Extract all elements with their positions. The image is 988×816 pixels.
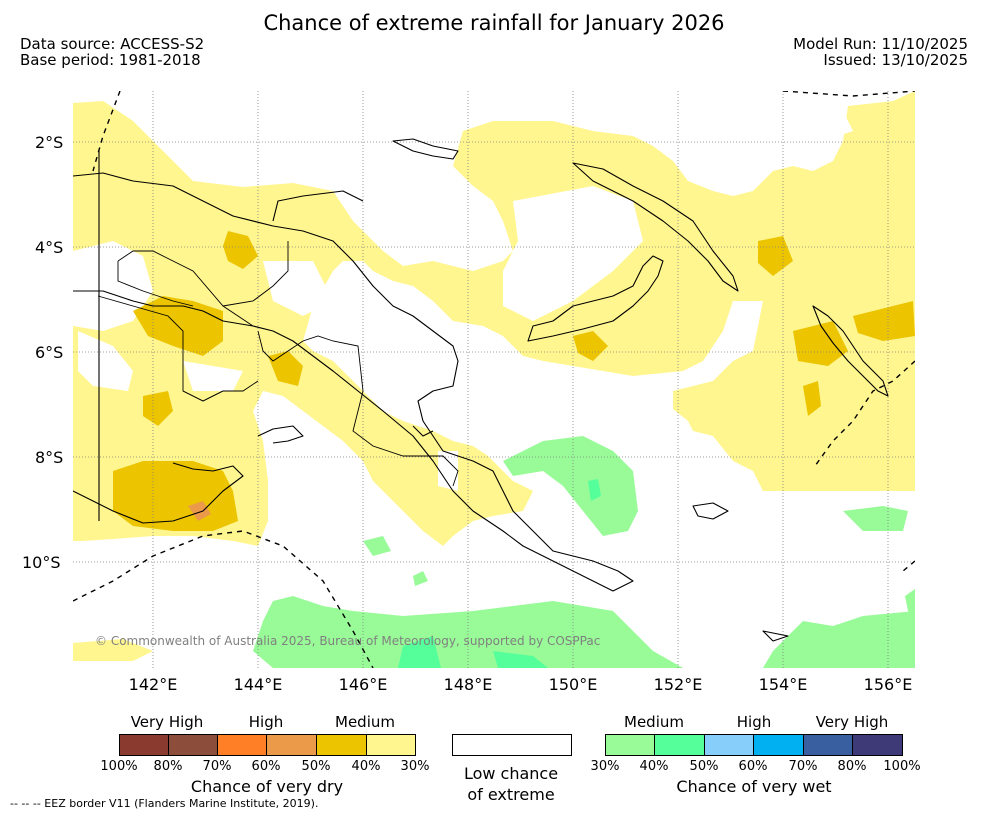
dry-caption: Chance of very dry: [190, 777, 344, 796]
dry-tick-50: 50%: [301, 759, 331, 774]
dry-swatch-100-80: [119, 734, 169, 756]
wet-swatch-30-40: [605, 734, 655, 756]
dry-level-very-high: Very High: [130, 713, 204, 731]
dry-tick-30: 30%: [400, 759, 430, 774]
data-source: Data source: ACCESS-S2: [20, 35, 205, 53]
wet-swatch-60-70: [753, 734, 804, 756]
lat-label-6s: 6°S: [35, 343, 64, 362]
wet-medium-high-areas: [398, 479, 601, 668]
dry-level-high: High: [248, 713, 284, 731]
wet-tick-80: 80%: [837, 759, 867, 774]
wet-swatch-50-60: [704, 734, 754, 756]
lon-label-150e: 150°E: [548, 675, 598, 694]
wet-tick-40: 40%: [639, 759, 669, 774]
lon-label-152e: 152°E: [653, 675, 703, 694]
dry-medium-low-areas: [73, 91, 915, 661]
dry-tick-70: 70%: [202, 759, 232, 774]
lat-label-8s: 8°S: [35, 448, 64, 467]
wet-swatch-80-100: [852, 734, 903, 756]
coastlines: [73, 138, 889, 642]
province-borders: [97, 241, 459, 487]
low-chance-swatch: [452, 734, 572, 756]
dry-tick-40: 40%: [351, 759, 381, 774]
eez-border-note: -- -- -- EEZ border V11 (Flanders Marine…: [10, 797, 319, 810]
wet-caption: Chance of very wet: [676, 777, 832, 796]
dry-tick-100: 100%: [100, 759, 138, 774]
wet-tick-60: 60%: [738, 759, 768, 774]
dry-swatch-70-60: [217, 734, 267, 756]
wet-tick-100: 100%: [883, 759, 921, 774]
copyright-text: © Commonwealth of Australia 2025, Bureau…: [95, 634, 600, 648]
dry-tick-60: 60%: [251, 759, 281, 774]
dry-swatch-50-40: [316, 734, 367, 756]
dry-high-area: [188, 501, 211, 521]
graticule: [73, 91, 915, 668]
map-title: Chance of extreme rainfall for January 2…: [263, 11, 725, 35]
base-period: Base period: 1981-2018: [20, 51, 201, 69]
lon-label-154e: 154°E: [758, 675, 808, 694]
lat-label-2s: 2°S: [35, 133, 64, 152]
wet-level-very-high: Very High: [815, 713, 889, 731]
rainfall-map: © Commonwealth of Australia 2025, Bureau…: [73, 91, 915, 668]
lon-label-144e: 144°E: [233, 675, 283, 694]
low-chance-patches: [73, 111, 853, 491]
wet-swatch-70-80: [803, 734, 853, 756]
dry-level-medium: Medium: [335, 713, 395, 731]
wet-tick-70: 70%: [788, 759, 818, 774]
wet-swatch-40-50: [654, 734, 705, 756]
wet-level-high: High: [736, 713, 772, 731]
model-run: Model Run: 11/10/2025: [793, 35, 968, 53]
low-chance-caption-line2: of extreme: [467, 785, 555, 804]
lon-label-156e: 156°E: [863, 675, 913, 694]
lat-label-4s: 4°S: [35, 238, 64, 257]
dry-swatch-40-30: [366, 734, 416, 756]
eez-borders: [73, 91, 915, 668]
dry-swatch-80-70: [168, 734, 218, 756]
low-chance-caption-line1: Low chance: [463, 764, 559, 783]
lon-label-148e: 148°E: [443, 675, 493, 694]
issued-date: Issued: 13/10/2025: [823, 51, 968, 69]
lon-label-142e: 142°E: [128, 675, 178, 694]
wet-level-medium: Medium: [624, 713, 684, 731]
dry-swatch-60-50: [266, 734, 317, 756]
wet-tick-30: 30%: [590, 759, 620, 774]
wet-tick-50: 50%: [689, 759, 719, 774]
dry-tick-80: 80%: [153, 759, 183, 774]
lon-label-146e: 146°E: [338, 675, 388, 694]
lat-label-10s: 10°S: [22, 553, 61, 572]
